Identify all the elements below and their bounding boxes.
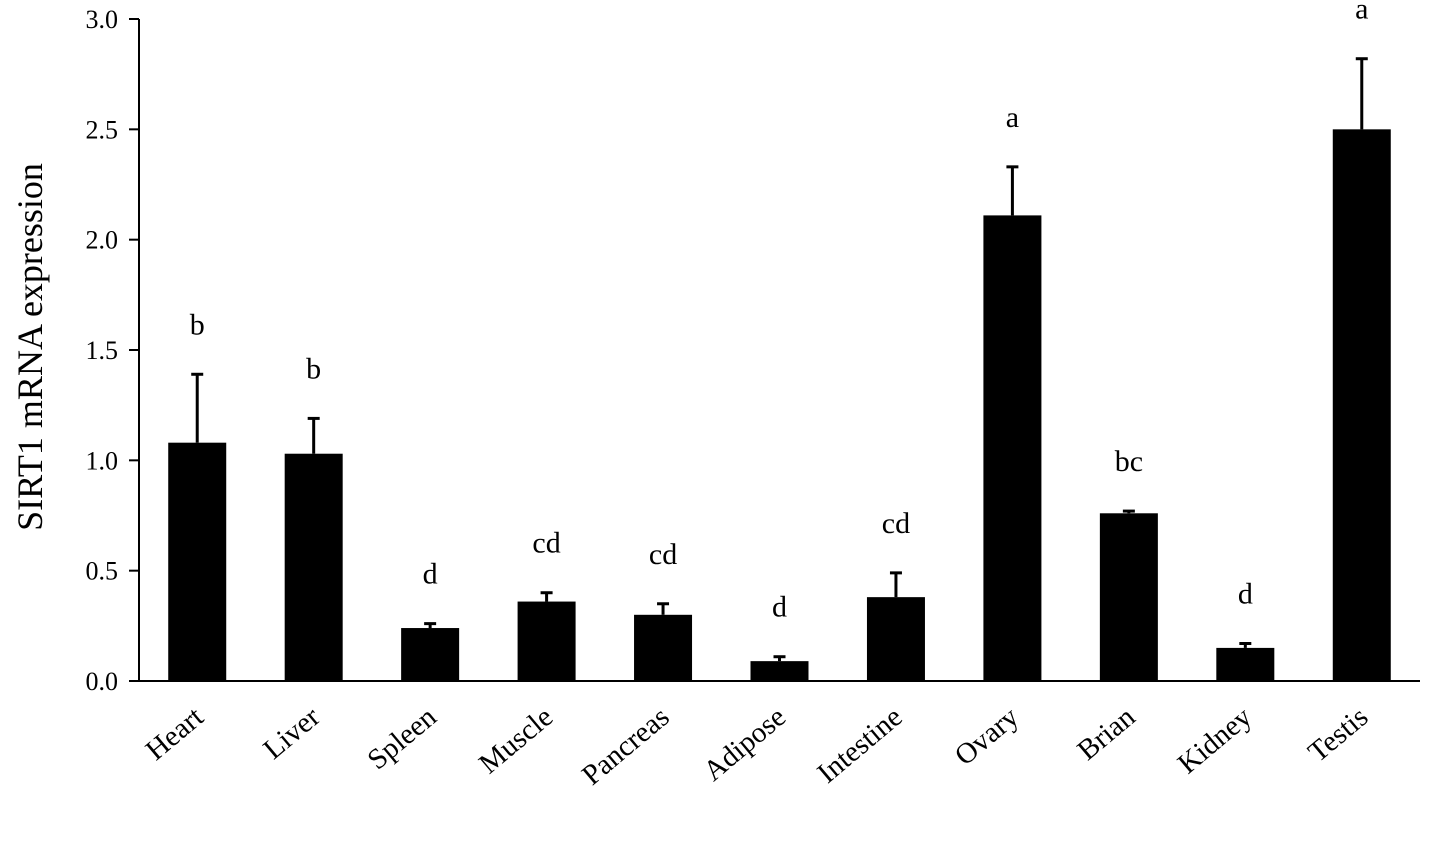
bar <box>866 597 925 681</box>
category-labels: Heart Liver Spleen Muscle Pancreas Adipose Int… <box>140 701 1374 792</box>
significance-letter: cd <box>882 507 910 540</box>
significance-letter: d <box>423 558 438 591</box>
significance-letter: cd <box>532 527 560 560</box>
category-label: Heart <box>140 701 210 767</box>
category-label: Ovary <box>949 701 1025 772</box>
y-tick-labels: 0.0 0.5 1.0 1.5 2.0 2.5 3.0 <box>86 5 119 696</box>
category-label: Kidney <box>1172 701 1258 781</box>
bar <box>1332 129 1391 682</box>
bar <box>517 601 576 681</box>
category-label: Spleen <box>362 701 443 777</box>
significance-letter: d <box>1238 577 1253 610</box>
significance-letter: d <box>772 591 787 624</box>
y-tick-label: 2.0 <box>86 226 119 255</box>
category-label: Adipose <box>697 701 792 788</box>
bar <box>983 215 1042 682</box>
category-label: Testis <box>1302 701 1374 769</box>
category-label: Muscle <box>473 701 559 780</box>
category-label: Brian <box>1071 701 1141 767</box>
bar <box>1099 513 1158 681</box>
significance-letter: bc <box>1115 445 1143 478</box>
significance-letters: b b d cd cd d cd a bc d a <box>190 0 1369 624</box>
bar <box>401 628 460 681</box>
y-tick-label: 0.0 <box>86 667 119 696</box>
category-label: Liver <box>257 701 326 766</box>
significance-letter: a <box>1355 0 1368 26</box>
significance-letter: b <box>190 308 205 341</box>
y-tick-label: 2.5 <box>86 115 119 144</box>
y-tick-label: 0.5 <box>86 557 119 586</box>
y-axis-title: SIRT1 mRNA expression <box>10 163 50 531</box>
significance-letter: a <box>1006 101 1019 134</box>
y-tick-label: 1.0 <box>86 446 119 475</box>
error-bars <box>191 57 1368 662</box>
category-label: Pancreas <box>576 701 676 792</box>
bar <box>750 661 809 681</box>
y-tick-label: 3.0 <box>86 5 119 34</box>
y-tick-label: 1.5 <box>86 336 119 365</box>
bar <box>1216 647 1275 681</box>
bar <box>634 614 693 681</box>
category-label: Intestine <box>811 701 908 790</box>
bar <box>284 453 343 681</box>
bar <box>168 442 227 681</box>
bars <box>168 129 1391 682</box>
significance-letter: cd <box>649 538 677 571</box>
significance-letter: b <box>306 352 321 385</box>
